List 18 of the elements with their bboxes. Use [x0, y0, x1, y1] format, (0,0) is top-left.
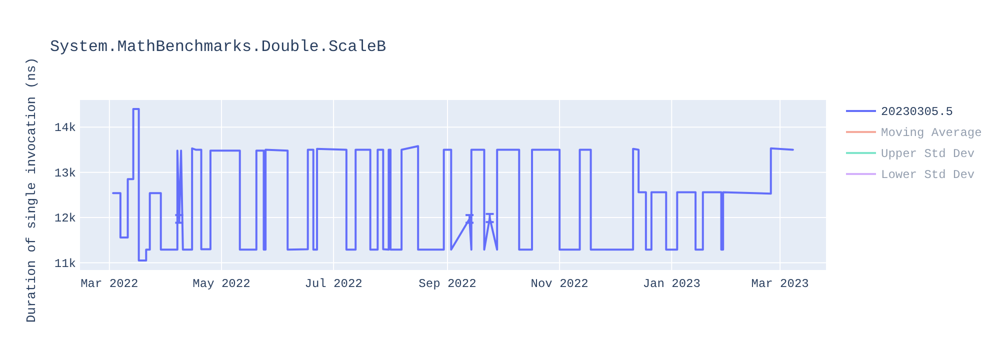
y-tick-label: 11k	[54, 256, 76, 271]
x-tick-label: Jan 2023	[642, 277, 700, 291]
x-tick-label: Mar 2023	[751, 277, 809, 291]
legend-label: Lower Std Dev	[881, 168, 975, 182]
x-tick-label: May 2022	[192, 277, 250, 291]
y-axis-title: Duration of single invocation (ns)	[24, 57, 39, 323]
legend-label: Moving Average	[881, 126, 982, 140]
x-tick-label: Jul 2022	[304, 277, 362, 291]
y-tick-label: 14k	[54, 121, 76, 136]
y-tick-label: 12k	[54, 212, 76, 226]
legend-label: Upper Std Dev	[881, 147, 975, 161]
x-tick-label: Nov 2022	[530, 277, 588, 291]
legend-label: 20230305.5	[881, 105, 954, 119]
x-tick-label: Mar 2022	[80, 277, 138, 291]
x-tick-label: Sep 2022	[418, 277, 476, 291]
chart-title: System.MathBenchmarks.Double.ScaleB	[50, 38, 386, 56]
line-series	[112, 108, 794, 262]
y-tick-label: 13k	[54, 166, 76, 180]
